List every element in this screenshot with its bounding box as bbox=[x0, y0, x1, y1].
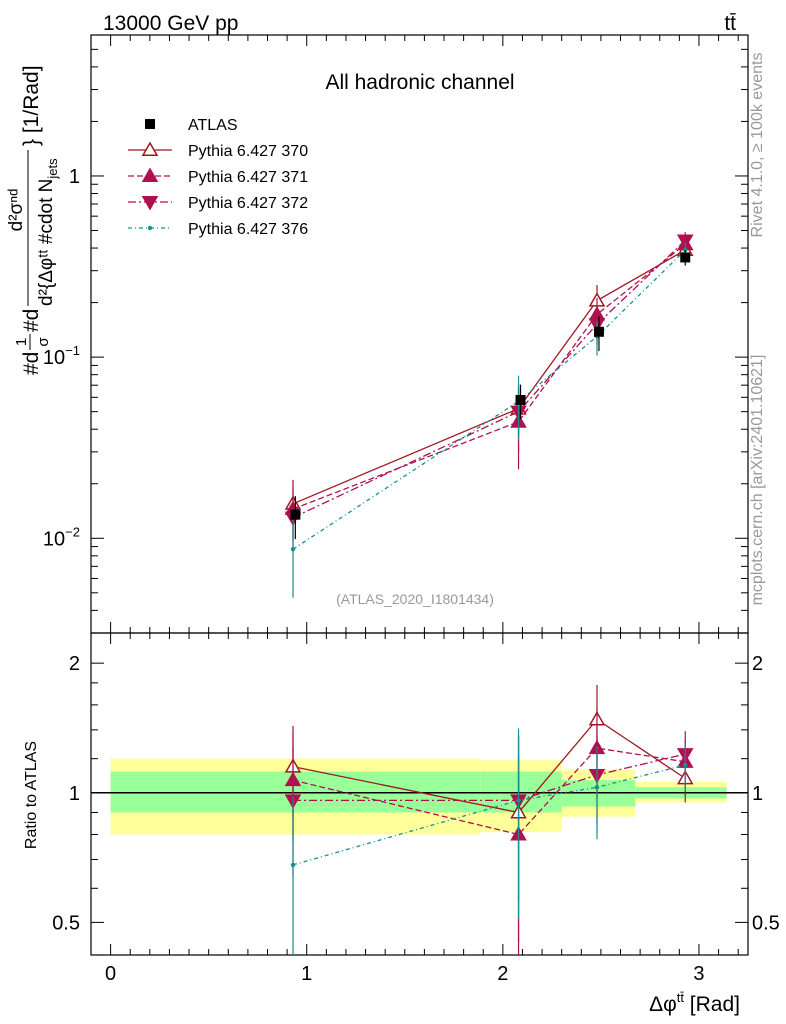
y-label-frac2-den-main: d²{Δφᵗᵗ #cdot N bbox=[36, 179, 57, 306]
legend-marker-3 bbox=[141, 196, 159, 211]
y-label-prefix: #d bbox=[20, 352, 43, 375]
data-point-1 bbox=[515, 394, 526, 405]
ratio-point-3-0 bbox=[290, 862, 296, 868]
main-series-layer bbox=[284, 232, 694, 598]
series-line-0 bbox=[292, 249, 686, 505]
series-point-3-0 bbox=[290, 547, 296, 552]
y-tick-label: 10−1 bbox=[43, 343, 80, 369]
legend-label-2: Pythia 6.427 371 bbox=[188, 169, 308, 186]
y-label-frac2-num: d²σⁿᵈ bbox=[6, 189, 27, 232]
y-tick-label-base: 1 bbox=[69, 166, 80, 188]
ratio-tick-label-right: 0.5 bbox=[752, 912, 780, 934]
x-tick-label: 1 bbox=[301, 963, 312, 985]
y-label-mid: #d bbox=[20, 309, 43, 332]
y-tick-label-exp: −1 bbox=[65, 343, 80, 358]
y-label-frac2-den: d²{Δφᵗᵗ #cdot Njets bbox=[36, 158, 60, 306]
plot-frames bbox=[90, 34, 749, 956]
ratio-line-0 bbox=[292, 718, 686, 814]
ratio-line-2 bbox=[293, 753, 686, 802]
x-tick-label: 2 bbox=[497, 963, 508, 985]
y-label-suffix: } [1/Rad] bbox=[20, 65, 43, 146]
x-axis-label: Δφtt̄ [Rad] bbox=[649, 990, 740, 1016]
ratio-tick-label-left: 2 bbox=[69, 653, 80, 675]
series-point-2-3 bbox=[676, 234, 694, 250]
beam-label: 13000 GeV pp bbox=[103, 12, 238, 35]
y-label-frac1-den: σ bbox=[35, 337, 52, 347]
legend-marker-1 bbox=[141, 141, 159, 156]
data-point-3 bbox=[680, 252, 691, 263]
ratio-point-3-1 bbox=[516, 798, 521, 803]
x-axis-label-unit: [Rad] bbox=[684, 993, 740, 1016]
legend: ATLAS Pythia 6.427 370 Pythia 6.427 371 Pyt… bbox=[128, 117, 308, 238]
ratio-tick-label-right: 1 bbox=[752, 783, 763, 805]
legend-label-4: Pythia 6.427 376 bbox=[188, 221, 308, 238]
y-label-frac2-den-sub: jets bbox=[45, 158, 60, 180]
y-tick-label-exp: −2 bbox=[65, 524, 80, 539]
process-label: tt̄ bbox=[724, 12, 736, 35]
y-tick-label: 10−2 bbox=[43, 524, 80, 550]
ratio-line-1 bbox=[292, 747, 686, 836]
y-axis-label: #d 1 σ #d d²σⁿᵈ d²{Δφᵗᵗ #cdot Njets } [1… bbox=[6, 65, 60, 375]
ratio-axis-label: Ratio to ATLAS bbox=[23, 741, 40, 849]
legend-label-0: ATLAS bbox=[188, 117, 238, 134]
data-point-2 bbox=[593, 326, 604, 337]
x-axis-label-sup: tt̄ bbox=[677, 990, 685, 1005]
ratio-tick-label-left: 1 bbox=[69, 783, 80, 805]
ratio-point-3-2 bbox=[594, 785, 600, 790]
series-line-2 bbox=[292, 240, 686, 519]
rivet-label: Rivet 4.1.0, ≥ 100k events bbox=[749, 53, 766, 238]
analysis-tag: (ATLAS_2020_I1801434) bbox=[336, 591, 494, 607]
data-point-0 bbox=[290, 509, 301, 520]
legend-label-1: Pythia 6.427 370 bbox=[188, 143, 308, 160]
y-label-frac1-num: 1 bbox=[13, 338, 30, 346]
y-tick-label-base: 10 bbox=[43, 528, 65, 550]
x-axis-label-prefix: Δφ bbox=[649, 993, 677, 1016]
y-tick-label-base: 10 bbox=[43, 347, 65, 369]
ratio-point-3-3 bbox=[683, 762, 688, 768]
chart-title: All hadronic channel bbox=[325, 71, 514, 94]
ratio-uncertainty-bands bbox=[91, 758, 748, 835]
legend-marker-2 bbox=[141, 167, 159, 182]
legend-label-3: Pythia 6.427 372 bbox=[188, 195, 308, 212]
ratio-tick-label-left: 0.5 bbox=[52, 912, 80, 934]
series-line-3 bbox=[292, 249, 686, 550]
x-tick-label: 0 bbox=[105, 963, 116, 985]
legend-marker-0 bbox=[145, 119, 155, 129]
x-tick-label: 3 bbox=[693, 963, 704, 985]
mcplots-label: mcplots.cern.ch [arXiv:2401.10621] bbox=[749, 355, 766, 606]
y-tick-label: 1 bbox=[69, 166, 80, 188]
ratio-tick-label-right: 2 bbox=[752, 653, 763, 675]
ratio-series-layer bbox=[284, 684, 694, 955]
legend-marker-4 bbox=[147, 225, 153, 231]
ratio-line-3 bbox=[292, 764, 686, 866]
ratio-panel-frame bbox=[90, 632, 749, 956]
